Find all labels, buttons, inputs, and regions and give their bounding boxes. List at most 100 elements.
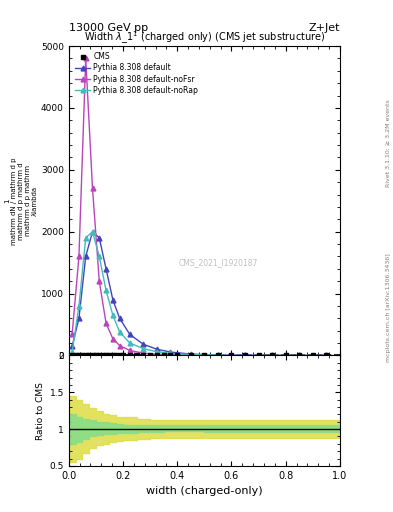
CMS [229, 352, 234, 358]
CMS [141, 352, 146, 358]
Pythia 8.308 default-noFsr [168, 352, 173, 358]
CMS [270, 352, 274, 358]
Pythia 8.308 default-noRap [110, 312, 115, 318]
CMS [175, 352, 180, 358]
Line: Pythia 8.308 default-noFsr: Pythia 8.308 default-noFsr [70, 56, 329, 358]
Pythia 8.308 default-noRap [83, 235, 88, 241]
Pythia 8.308 default-noFsr [270, 352, 274, 358]
CMS [324, 352, 329, 358]
Pythia 8.308 default-noRap [77, 303, 81, 309]
Pythia 8.308 default-noFsr [154, 351, 159, 357]
CMS [297, 352, 302, 358]
Pythia 8.308 default [110, 296, 115, 303]
Pythia 8.308 default-noFsr [104, 320, 108, 326]
Pythia 8.308 default [243, 352, 248, 358]
Line: CMS: CMS [70, 354, 328, 357]
Pythia 8.308 default-noRap [270, 352, 274, 358]
CMS [80, 352, 85, 358]
Pythia 8.308 default [189, 351, 193, 357]
Pythia 8.308 default [83, 253, 88, 260]
Pythia 8.308 default [77, 315, 81, 322]
Pythia 8.308 default-noRap [117, 329, 122, 335]
Text: Z+Jet: Z+Jet [309, 23, 340, 33]
Pythia 8.308 default [270, 352, 274, 358]
Line: Pythia 8.308 default: Pythia 8.308 default [70, 229, 329, 358]
Pythia 8.308 default-noRap [90, 229, 95, 235]
CMS [154, 352, 159, 358]
Title: Width $\lambda\_1^1$ (charged only) (CMS jet substructure): Width $\lambda\_1^1$ (charged only) (CMS… [84, 30, 325, 46]
CMS [189, 352, 193, 358]
Pythia 8.308 default-noFsr [324, 352, 329, 358]
Pythia 8.308 default-noFsr [297, 352, 302, 358]
Pythia 8.308 default [168, 349, 173, 355]
CMS [283, 352, 288, 358]
Pythia 8.308 default-noFsr [117, 343, 122, 349]
Pythia 8.308 default [70, 343, 75, 349]
Pythia 8.308 default-noRap [127, 340, 132, 346]
Y-axis label: Ratio to CMS: Ratio to CMS [37, 382, 45, 440]
CMS [87, 352, 92, 358]
CMS [114, 352, 119, 358]
CMS [100, 352, 105, 358]
Pythia 8.308 default-noFsr [243, 352, 248, 358]
Pythia 8.308 default-noFsr [189, 352, 193, 358]
CMS [70, 352, 75, 358]
Pythia 8.308 default [215, 352, 220, 358]
CMS [110, 352, 115, 358]
Legend: CMS, Pythia 8.308 default, Pythia 8.308 default-noFsr, Pythia 8.308 default-noRa: CMS, Pythia 8.308 default, Pythia 8.308 … [73, 50, 200, 97]
CMS [161, 352, 166, 358]
Pythia 8.308 default [141, 341, 146, 347]
Pythia 8.308 default-noRap [297, 352, 302, 358]
CMS [117, 352, 122, 358]
Pythia 8.308 default-noFsr [141, 350, 146, 356]
CMS [127, 352, 132, 358]
Pythia 8.308 default [90, 229, 95, 235]
Y-axis label: 1
mathrm dN / mathrm d p
mathrm d p mathrm d
mathrm d p mathrm
λlambda: 1 mathrm dN / mathrm d p mathrm d p math… [4, 157, 38, 245]
Text: 13000 GeV pp: 13000 GeV pp [69, 23, 148, 33]
Pythia 8.308 default-noFsr [70, 331, 75, 337]
CMS [77, 352, 81, 358]
Pythia 8.308 default-noRap [70, 349, 75, 355]
CMS [90, 352, 95, 358]
CMS [83, 352, 88, 358]
CMS [104, 352, 108, 358]
Pythia 8.308 default-noRap [141, 346, 146, 352]
Pythia 8.308 default [104, 266, 108, 272]
CMS [243, 352, 248, 358]
Text: CMS_2021_I1920187: CMS_2021_I1920187 [178, 258, 257, 267]
Pythia 8.308 default [117, 315, 122, 322]
Pythia 8.308 default [127, 331, 132, 337]
Line: Pythia 8.308 default-noRap: Pythia 8.308 default-noRap [70, 229, 329, 358]
CMS [256, 352, 261, 358]
CMS [121, 352, 125, 358]
Pythia 8.308 default-noFsr [90, 185, 95, 191]
Pythia 8.308 default-noRap [154, 349, 159, 355]
Text: mcplots.cern.ch [arXiv:1306.3436]: mcplots.cern.ch [arXiv:1306.3436] [386, 253, 391, 361]
Pythia 8.308 default-noFsr [97, 278, 102, 284]
CMS [73, 352, 78, 358]
CMS [134, 352, 139, 358]
X-axis label: width (charged-only): width (charged-only) [146, 486, 263, 496]
CMS [107, 352, 112, 358]
Pythia 8.308 default [297, 352, 302, 358]
Pythia 8.308 default [324, 352, 329, 358]
Pythia 8.308 default-noRap [97, 253, 102, 260]
Pythia 8.308 default-noFsr [215, 352, 220, 358]
CMS [148, 352, 152, 358]
Pythia 8.308 default-noRap [189, 352, 193, 358]
Pythia 8.308 default [154, 346, 159, 352]
Pythia 8.308 default-noRap [243, 352, 248, 358]
CMS [202, 352, 207, 358]
Text: Rivet 3.1.10; ≥ 3.2M events: Rivet 3.1.10; ≥ 3.2M events [386, 99, 391, 187]
Pythia 8.308 default-noFsr [127, 348, 132, 354]
Pythia 8.308 default-noRap [215, 352, 220, 358]
CMS [168, 352, 173, 358]
Pythia 8.308 default [97, 235, 102, 241]
CMS [97, 352, 102, 358]
Pythia 8.308 default-noFsr [77, 253, 81, 260]
CMS [215, 352, 220, 358]
Pythia 8.308 default-noFsr [110, 336, 115, 342]
Pythia 8.308 default-noRap [324, 352, 329, 358]
Pythia 8.308 default-noRap [168, 350, 173, 356]
CMS [310, 352, 315, 358]
